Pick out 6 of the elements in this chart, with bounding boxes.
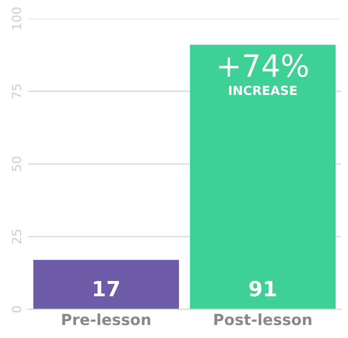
data-label: 91	[249, 280, 276, 297]
x-tick-label: Post-lesson	[214, 313, 312, 326]
annotation: +74%	[219, 54, 308, 78]
x-tick-label: Pre-lesson	[62, 313, 150, 326]
annotation: INCREASE	[229, 86, 297, 96]
data-label: 17	[94, 281, 119, 296]
